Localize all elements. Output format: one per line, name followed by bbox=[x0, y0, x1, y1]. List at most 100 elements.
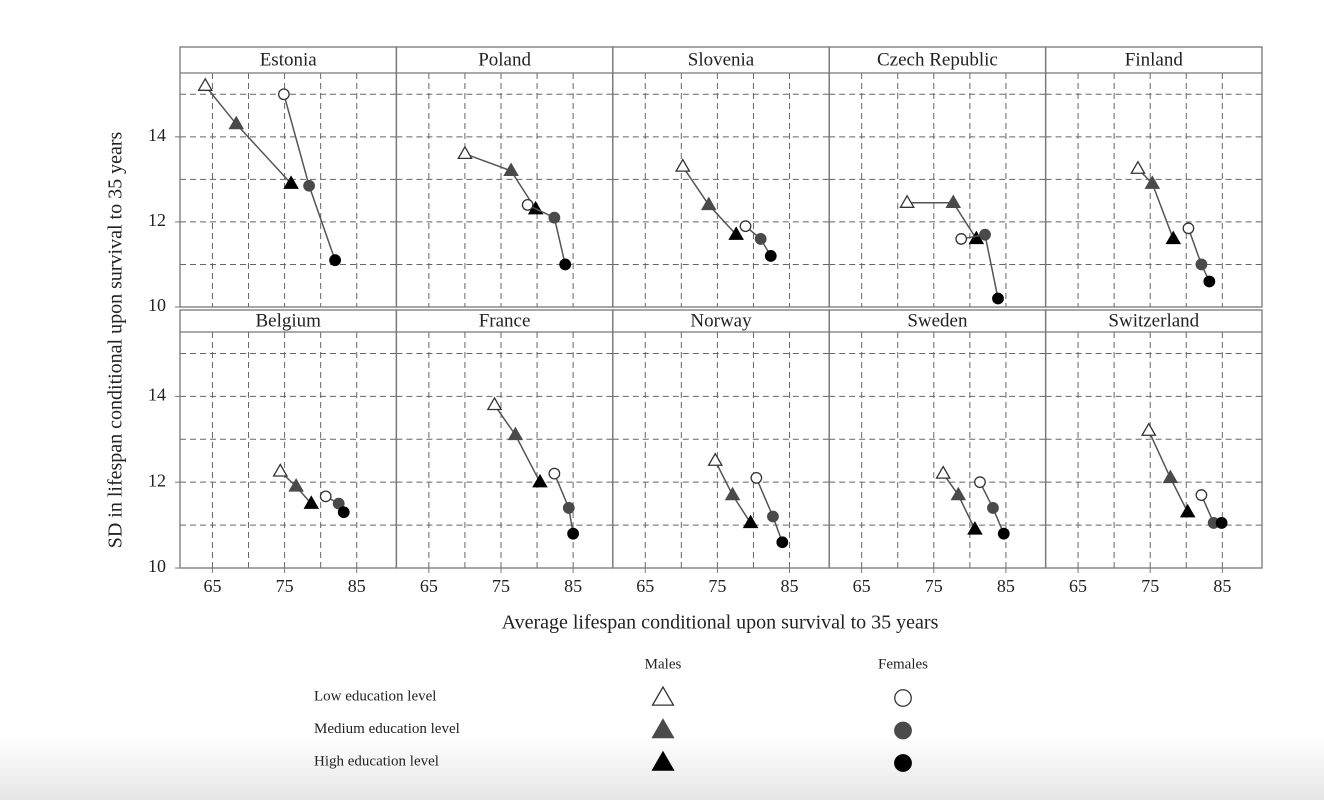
panel-frame bbox=[1044, 309, 1263, 569]
data-point bbox=[521, 198, 534, 211]
data-point bbox=[548, 467, 561, 480]
data-point bbox=[507, 426, 524, 441]
legend-label: High education level bbox=[314, 753, 439, 769]
data-point bbox=[750, 471, 763, 484]
x-axis-title: Average lifespan conditional upon surviv… bbox=[502, 612, 939, 634]
x-tick-label: 75 bbox=[1141, 576, 1159, 596]
legend-marker bbox=[894, 721, 912, 740]
legend-label: Medium education level bbox=[314, 721, 460, 737]
data-point bbox=[1215, 517, 1228, 529]
x-tick-label: 75 bbox=[708, 576, 726, 596]
data-point bbox=[776, 536, 789, 549]
x-tick-label: 65 bbox=[636, 576, 654, 596]
y-tick-label: 14 bbox=[148, 384, 166, 404]
data-point bbox=[724, 486, 741, 501]
data-point bbox=[742, 514, 759, 529]
data-point bbox=[559, 258, 572, 271]
legend-marker bbox=[894, 754, 912, 772]
panel-title: Norway bbox=[690, 310, 752, 331]
x-tick-label: 85 bbox=[564, 576, 582, 596]
data-point bbox=[935, 465, 951, 479]
data-point bbox=[950, 486, 967, 501]
x-tick-label: 65 bbox=[1069, 576, 1087, 596]
data-point bbox=[1165, 230, 1182, 245]
data-point bbox=[739, 220, 752, 233]
data-point bbox=[1195, 258, 1208, 271]
x-tick-label: 65 bbox=[420, 576, 438, 596]
data-point bbox=[967, 521, 983, 535]
panel-title: France bbox=[479, 310, 531, 331]
data-point bbox=[754, 233, 767, 245]
y-axis-title: SD in lifespan conditional upon survival… bbox=[105, 131, 127, 548]
data-point bbox=[567, 527, 580, 540]
data-point bbox=[303, 179, 316, 192]
x-tick-label: 75 bbox=[925, 576, 943, 596]
series-line bbox=[1148, 430, 1189, 513]
x-tick-label: 65 bbox=[853, 576, 871, 596]
panel-title: Estonia bbox=[260, 49, 318, 70]
panel-frame bbox=[1044, 46, 1263, 308]
data-point bbox=[1203, 275, 1216, 288]
y-tick-label: 14 bbox=[148, 125, 166, 145]
panel-title: Switzerland bbox=[1108, 310, 1199, 331]
data-point bbox=[955, 233, 968, 245]
data-point bbox=[548, 211, 561, 224]
data-point bbox=[899, 194, 915, 208]
data-point bbox=[1130, 160, 1146, 174]
series-line bbox=[755, 477, 784, 543]
data-point bbox=[457, 145, 473, 160]
panel-title: Slovenia bbox=[688, 49, 755, 70]
data-point bbox=[968, 230, 985, 245]
data-point bbox=[562, 502, 575, 514]
data-point bbox=[674, 158, 691, 172]
data-point bbox=[1195, 489, 1208, 501]
data-point bbox=[272, 463, 289, 477]
data-point bbox=[337, 506, 350, 519]
data-point bbox=[979, 228, 991, 241]
panel-title: Czech Republic bbox=[877, 49, 998, 70]
data-point bbox=[197, 77, 214, 91]
legend-header: Females bbox=[878, 656, 928, 672]
series-line bbox=[907, 202, 977, 240]
panel-title: Finland bbox=[1125, 49, 1184, 70]
legend-marker bbox=[651, 718, 675, 739]
y-tick-label: 10 bbox=[148, 556, 166, 576]
data-point bbox=[1140, 422, 1157, 436]
legend-header: Males bbox=[645, 656, 682, 672]
data-point bbox=[288, 478, 304, 492]
legend-label: Low education level bbox=[314, 688, 436, 704]
data-point bbox=[1144, 175, 1161, 189]
data-point bbox=[764, 250, 777, 262]
data-point bbox=[283, 175, 299, 189]
data-point bbox=[329, 254, 341, 267]
legend-marker bbox=[651, 685, 675, 706]
data-point bbox=[1162, 469, 1179, 484]
x-tick-label: 85 bbox=[348, 576, 366, 596]
data-point bbox=[707, 452, 724, 466]
data-point bbox=[532, 473, 548, 488]
data-point bbox=[992, 292, 1004, 305]
y-tick-label: 12 bbox=[148, 470, 166, 490]
x-tick-label: 85 bbox=[997, 576, 1015, 596]
data-point bbox=[997, 527, 1010, 540]
data-point bbox=[700, 196, 717, 211]
data-point bbox=[228, 115, 245, 130]
legend-marker bbox=[651, 750, 675, 771]
data-point bbox=[303, 495, 320, 509]
data-point bbox=[332, 497, 345, 510]
panel-title: Poland bbox=[478, 49, 531, 70]
y-tick-label: 10 bbox=[148, 295, 166, 315]
data-point bbox=[277, 88, 290, 101]
data-point bbox=[1182, 222, 1195, 235]
x-tick-label: 65 bbox=[203, 576, 221, 596]
x-tick-label: 85 bbox=[1213, 576, 1231, 596]
panel-title: Belgium bbox=[255, 310, 321, 331]
legend-marker bbox=[894, 689, 912, 707]
y-tick-label: 12 bbox=[148, 210, 166, 230]
series-line bbox=[1187, 228, 1211, 282]
data-point bbox=[486, 396, 503, 411]
series-line bbox=[961, 233, 999, 299]
data-point bbox=[767, 510, 779, 523]
data-point bbox=[728, 226, 744, 240]
